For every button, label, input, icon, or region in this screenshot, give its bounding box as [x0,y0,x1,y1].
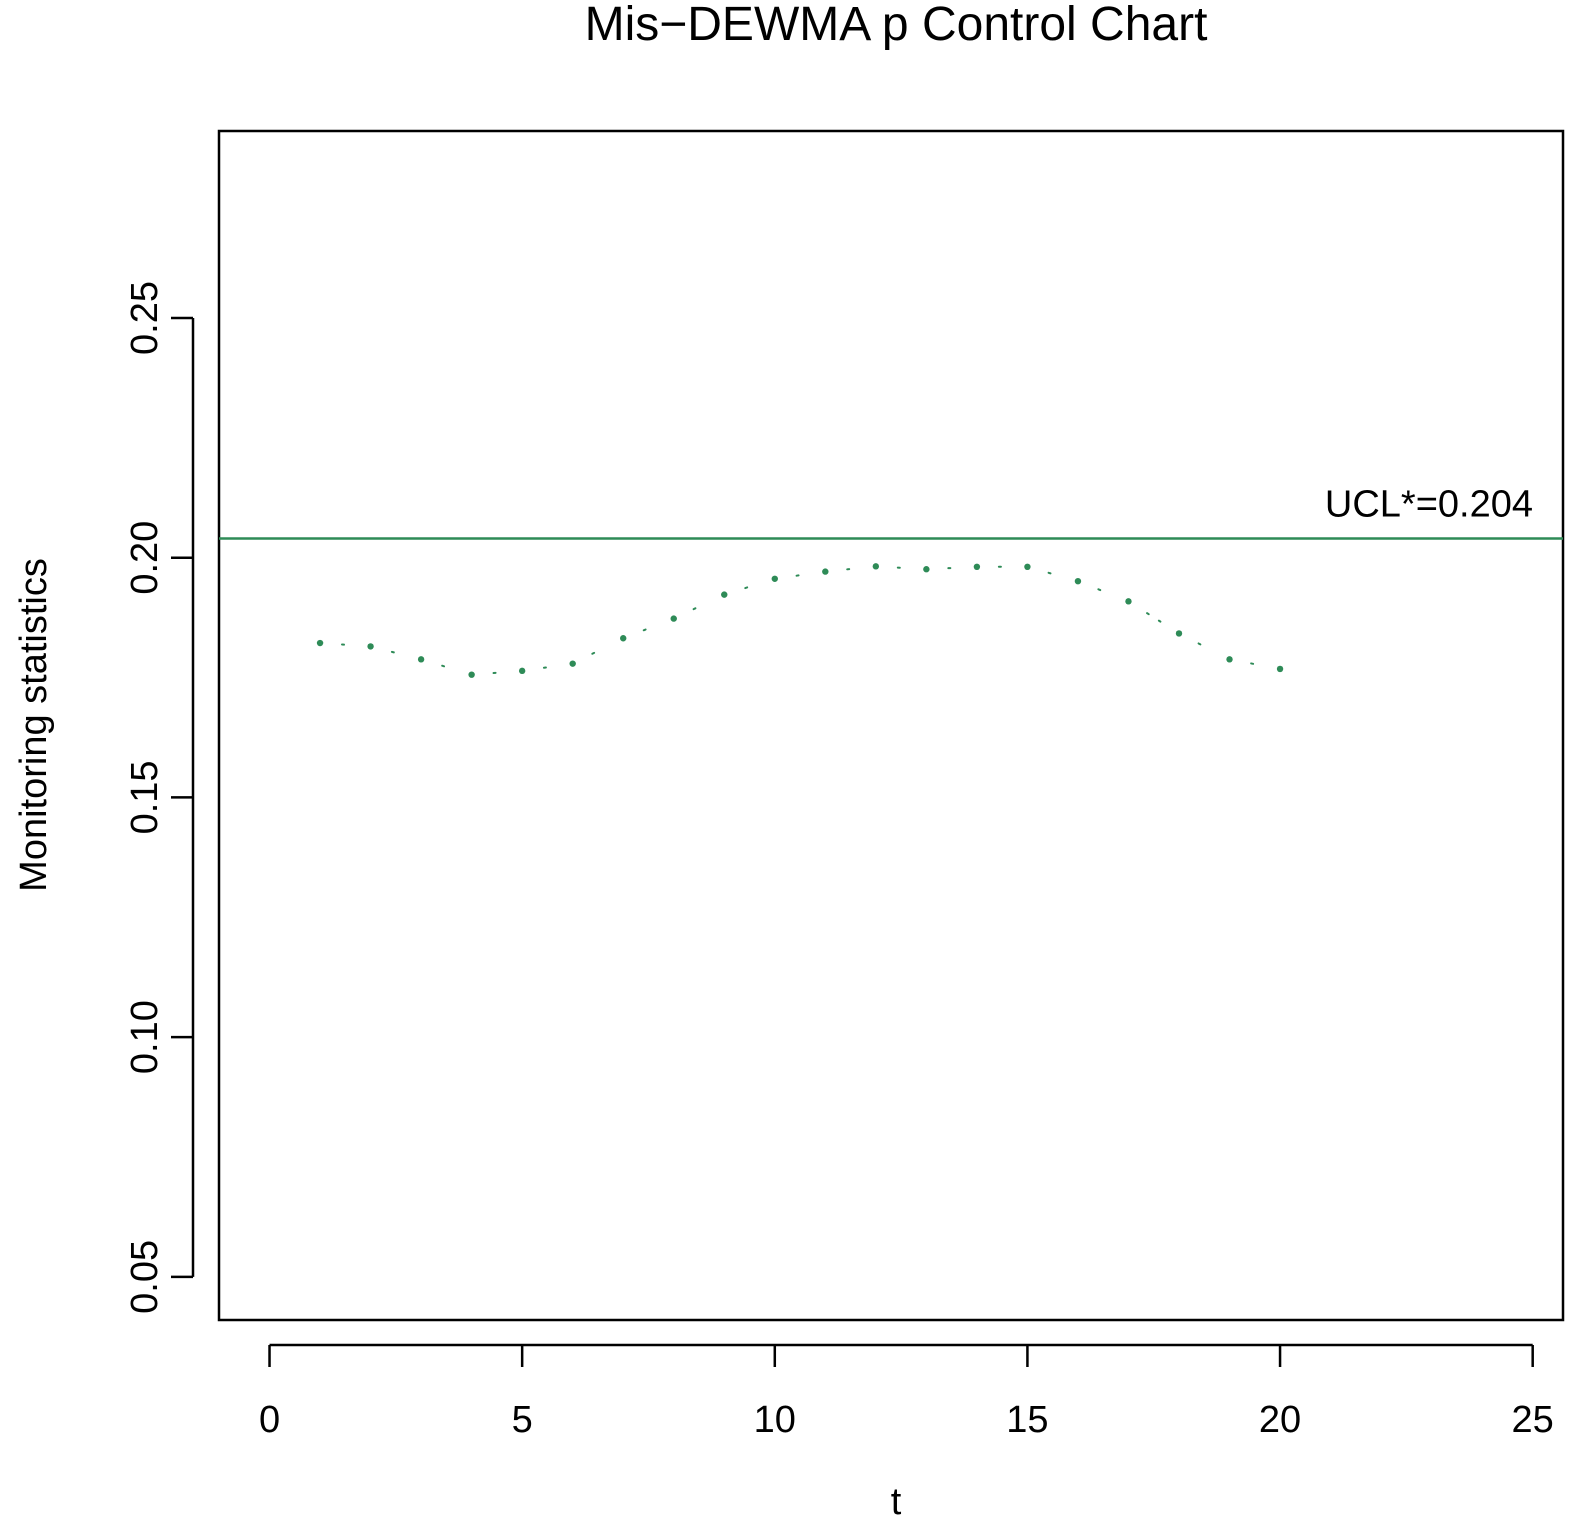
data-point [316,639,324,647]
series-segment [1197,642,1211,651]
x-tick-label: 15 [1006,1399,1048,1441]
data-point [417,656,425,663]
data-point [973,563,981,571]
series-monitoring-statistics [316,563,1284,678]
plot-frame [217,129,1565,1322]
x-tick-label: 20 [1259,1399,1301,1441]
data-point [1175,630,1183,637]
ucl-label: UCL*=0.204 [1325,484,1533,526]
series-segment [1146,612,1162,623]
y-axis: 0.05 0.10 0.15 0.20 0.25 [124,281,195,1314]
series-segment [591,647,605,655]
data-point [1074,577,1082,585]
data-point [1024,563,1031,571]
data-point [367,643,374,650]
data-point [670,615,677,622]
series-segment [1097,588,1110,595]
data-point [468,671,475,678]
x-tick-label: 5 [512,1399,533,1441]
y-tick-label: 0.25 [124,281,166,355]
data-point [620,635,627,642]
data-point [1276,665,1284,673]
series-segment [692,603,706,611]
x-tick-label: 10 [754,1399,796,1441]
ucl-group: UCL*=0.204 [219,484,1563,540]
series-segment [795,573,805,577]
data-point [771,575,778,582]
y-tick-label: 0.15 [124,760,166,834]
data-point [1125,598,1132,605]
series-segment [846,567,855,571]
data-point [923,566,930,573]
series-segment [441,664,452,670]
data-point [518,667,526,675]
x-tick-label: 25 [1512,1399,1554,1441]
y-tick-label: 0.10 [124,1000,166,1074]
data-point [569,660,576,667]
y-tick-label: 0.05 [124,1240,166,1314]
data-point [822,568,829,575]
series-segment [744,584,755,590]
plot-area [217,129,1565,1322]
series-segment [390,650,401,655]
series-segment [1250,662,1260,666]
y-tick-label: 0.20 [124,521,166,595]
x-axis-label: t [891,1481,902,1523]
x-tick-label: 0 [259,1399,280,1441]
x-axis: 0 5 10 15 20 25 [259,1343,1554,1441]
series-segment [642,625,655,632]
data-point [1226,656,1233,663]
series-segment [492,671,502,675]
data-point [872,563,880,570]
y-axis-label: Monitoring statistics [13,558,55,892]
series-segment [1047,571,1058,577]
data-point [721,591,728,598]
series-segment [542,665,552,669]
chart-title: Mis−DEWMA p Control Chart [585,0,1208,51]
